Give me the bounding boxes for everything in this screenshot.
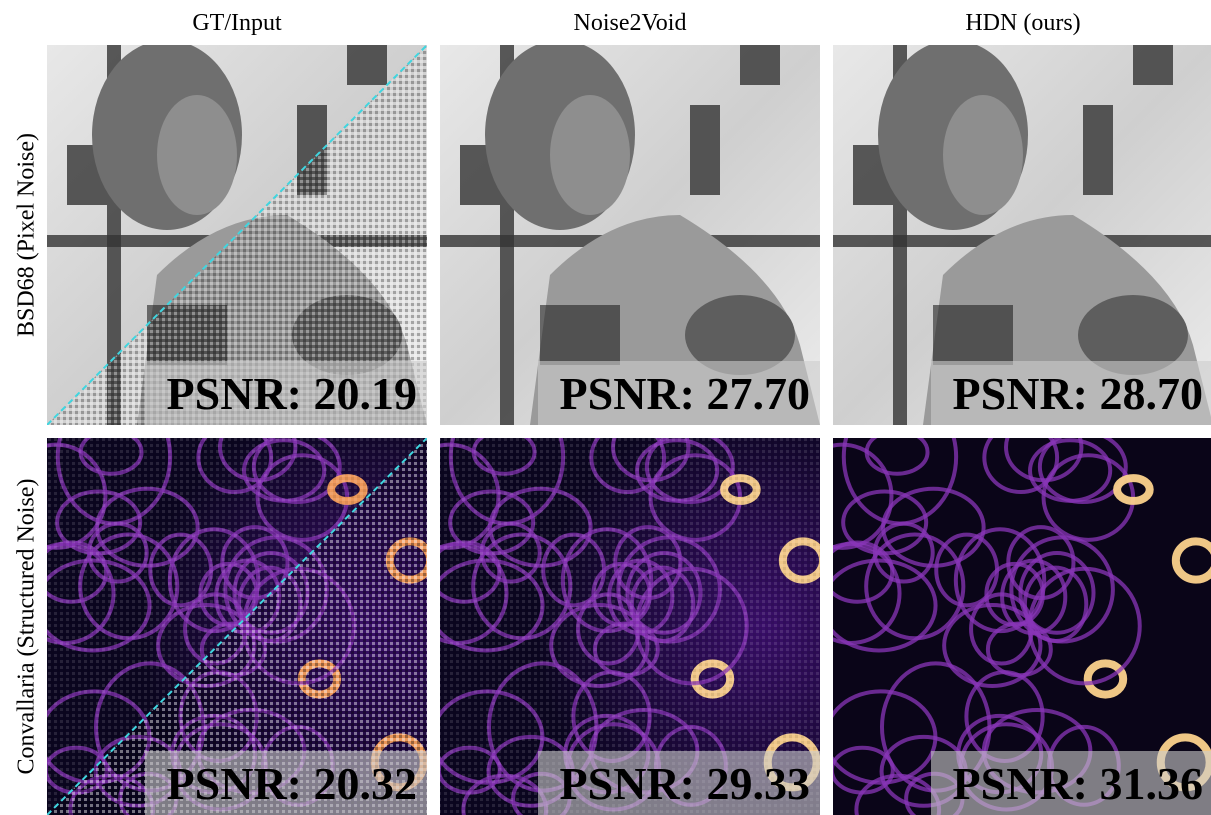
statue-face (943, 95, 1023, 215)
column-title: HDN (ours) (965, 10, 1080, 36)
statue-face (550, 95, 630, 215)
psnr-label: PSNR: 20.32 (167, 758, 417, 809)
image-panel: PSNR: 20.19 (47, 40, 447, 445)
image-panel: PSNR: 31.36 (793, 390, 1211, 815)
statue-face (157, 95, 237, 215)
shadow (540, 305, 620, 365)
row-label: BSD68 (Pixel Noise) (14, 133, 40, 337)
shadow (1133, 45, 1173, 85)
column-title: GT/Input (192, 10, 282, 36)
row-label: Convallaria (Structured Noise) (14, 479, 40, 775)
image-panel: PSNR: 27.70 (440, 40, 840, 445)
image-panel: PSNR: 29.33 (400, 390, 823, 815)
shadow (347, 45, 387, 85)
psnr-label: PSNR: 27.70 (560, 368, 810, 419)
shadow (933, 305, 1013, 365)
image-panel: PSNR: 28.70 (833, 40, 1211, 445)
shadow (740, 45, 780, 85)
column-title: Noise2Void (574, 10, 687, 36)
image-panel: PSNR: 20.32 (7, 390, 430, 815)
figure: GT/Input Noise2Void HDN (ours) BSD68 (Pixel… (0, 0, 1211, 815)
psnr-label: PSNR: 31.36 (953, 758, 1203, 809)
psnr-label: PSNR: 20.19 (167, 368, 417, 419)
shadow (690, 105, 720, 195)
shadow (1083, 105, 1113, 195)
psnr-label: PSNR: 28.70 (953, 368, 1203, 419)
psnr-label: PSNR: 29.33 (560, 758, 810, 809)
